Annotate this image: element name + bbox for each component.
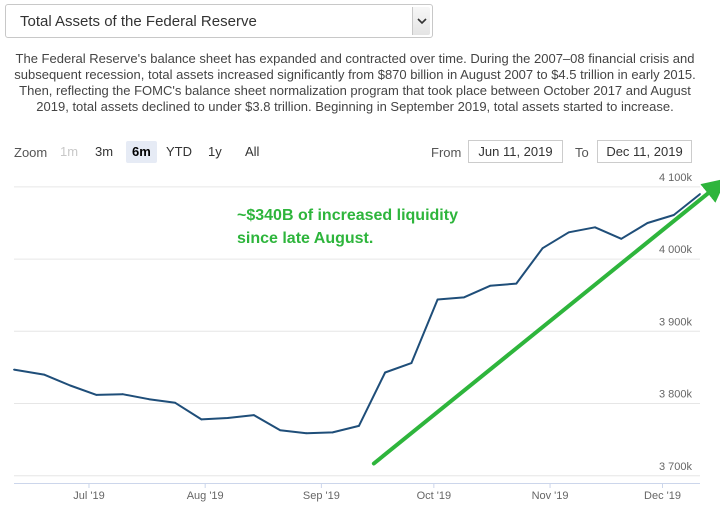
- zoom-button-ytd[interactable]: YTD: [166, 144, 192, 159]
- x-tick-label: Oct '19: [417, 490, 452, 502]
- chart-description: The Federal Reserve's balance sheet has …: [14, 51, 696, 114]
- data-point: [594, 226, 596, 229]
- data-point: [436, 298, 439, 301]
- y-tick-label: 4 000k: [659, 244, 693, 256]
- x-tick-label: Sep '19: [303, 490, 340, 502]
- data-point: [148, 398, 150, 401]
- data-point: [384, 371, 387, 374]
- annotation-line-1: ~$340B of increased liquidity: [237, 207, 458, 224]
- data-point: [462, 296, 465, 299]
- data-point: [331, 431, 334, 434]
- zoom-button-6m[interactable]: 6m: [126, 141, 157, 163]
- data-point: [567, 231, 570, 234]
- zoom-button-1y[interactable]: 1y: [208, 144, 222, 159]
- range-to-label: To: [575, 145, 589, 160]
- data-point: [410, 362, 413, 364]
- series-line-layer: [13, 193, 701, 435]
- data-point: [43, 373, 45, 376]
- annotation-layer: ~$340B of increased liquidity since late …: [237, 178, 720, 466]
- annotation-line-2: since late August.: [237, 230, 373, 247]
- grid-lines: [14, 186, 700, 477]
- x-tick-label: Nov '19: [532, 490, 569, 502]
- y-tick-label: 3 700k: [659, 461, 693, 473]
- trend-arrow: [371, 178, 720, 466]
- data-point: [541, 247, 544, 250]
- range-to-input[interactable]: Dec 11, 2019: [597, 140, 692, 163]
- x-tick-label: Aug '19: [187, 490, 224, 502]
- x-axis: Jul '19 Aug '19 Sep '19 Oct '19 Nov '19 Dec '…: [14, 483, 700, 502]
- data-point: [226, 417, 229, 419]
- data-point: [305, 432, 308, 435]
- zoom-button-1m[interactable]: 1m: [60, 144, 79, 159]
- y-tick-label: 3 900k: [659, 316, 693, 328]
- data-point: [646, 222, 649, 224]
- data-point: [279, 429, 282, 432]
- data-point: [357, 425, 360, 427]
- y-tick-label: 3 800k: [659, 389, 693, 401]
- chevron-down-icon[interactable]: [412, 7, 430, 35]
- data-point: [13, 368, 15, 371]
- data-point: [69, 384, 72, 387]
- data-point: [699, 193, 701, 195]
- x-tick-label: Jul '19: [73, 490, 104, 502]
- data-point: [95, 393, 98, 396]
- zoom-label: Zoom: [14, 145, 48, 160]
- data-point: [515, 282, 518, 285]
- data-point: [253, 414, 255, 416]
- y-axis-labels: 3 700k 3 800k 3 900k 4 000k 4 100k: [659, 172, 693, 473]
- dataset-select-value: Total Assets of the Federal Reserve: [20, 13, 257, 30]
- range-from-label: From: [431, 145, 462, 160]
- data-point: [121, 393, 124, 396]
- dataset-select[interactable]: Total Assets of the Federal Reserve: [5, 4, 433, 38]
- data-point: [174, 401, 177, 404]
- x-tick-label: Dec '19: [644, 490, 681, 502]
- data-point: [489, 284, 491, 287]
- y-tick-label: 4 100k: [659, 172, 693, 184]
- data-point: [672, 214, 675, 216]
- data-point: [620, 237, 623, 240]
- zoom-button-3m[interactable]: 3m: [95, 144, 114, 159]
- data-point: [200, 418, 203, 421]
- zoom-button-all[interactable]: All: [245, 144, 260, 159]
- range-from-input[interactable]: Jun 11, 2019: [468, 140, 563, 163]
